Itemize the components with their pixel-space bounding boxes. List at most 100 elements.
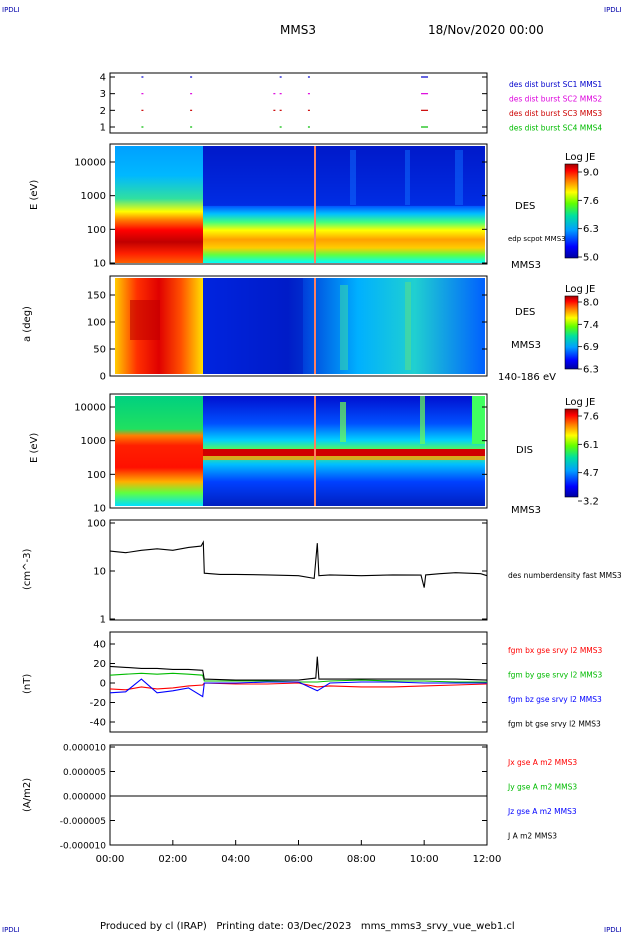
colorbar-tick-label: 6.9 xyxy=(583,342,599,353)
y-tick-label: -0.000010 xyxy=(60,842,106,852)
x-tick-label: 06:00 xyxy=(284,854,313,865)
dis-energy-frame xyxy=(109,393,488,509)
y-tick-label: 0 xyxy=(100,372,106,383)
y-tick-label: 20 xyxy=(93,659,106,670)
footer-credits: Produced by cl (IRAP) Printing date: 03/… xyxy=(100,921,515,932)
current-frame xyxy=(109,744,488,846)
bfield-y-ticks: 40 20 0 -20 -40 xyxy=(90,640,487,729)
current-ylabel: (A/m2) xyxy=(22,778,33,812)
y-tick-label: 100 xyxy=(87,519,106,530)
des-energy-annotation: edp scpot MMS3 xyxy=(508,235,566,243)
des-pitch-y-ticks: 150 100 50 0 xyxy=(87,291,487,383)
burst-legend-entry: des dist burst SC4 MMS4 xyxy=(509,124,602,133)
density-lines xyxy=(109,540,488,588)
des-pitch-frame xyxy=(109,275,488,377)
series-line xyxy=(109,678,487,698)
colorbar-tick-label: 8.0 xyxy=(583,298,599,309)
dis-energy-ylabel: E (eV) xyxy=(29,433,40,463)
series-line xyxy=(109,540,488,588)
des-pitch-colorbar-ticks: 8.0 7.4 6.9 6.3 xyxy=(578,298,599,376)
legend-entry: Jz gse A m2 MMS3 xyxy=(507,807,577,816)
density-ylabel: (cm^-3) xyxy=(22,549,33,590)
y-tick-label: 50 xyxy=(93,345,106,356)
des-energy-colorbar-title: Log JE xyxy=(565,152,595,163)
bfield-ylabel: (nT) xyxy=(22,674,33,694)
burst-y-ticks: 4 3 2 1 xyxy=(100,73,487,134)
y-tick-label: 3 xyxy=(100,89,106,100)
legend-entry: J A m2 MMS3 xyxy=(507,832,557,841)
colorbar-tick-label: 7.6 xyxy=(583,196,599,207)
y-tick-label: 0.000005 xyxy=(63,768,106,778)
time-axis: 00:00 02:00 04:00 06:00 08:00 10:00 12:00 xyxy=(96,840,502,865)
dis-energy-spectrogram xyxy=(110,396,485,506)
density-legend: des numberdensity fast MMS3 xyxy=(508,571,622,580)
colorbar-tick-label: 5.0 xyxy=(583,253,599,264)
des-pitch-colorbar xyxy=(564,295,579,370)
dis-energy-label: DIS xyxy=(516,445,533,456)
y-tick-label: -0.000005 xyxy=(60,817,106,827)
des-energy-spacecraft: MMS3 xyxy=(511,260,541,271)
des-pitch-colorbar-title: Log JE xyxy=(565,284,595,295)
spacecraft-title: MMS3 xyxy=(280,23,316,37)
y-tick-label: 10000 xyxy=(74,403,106,414)
des-energy-spectrogram xyxy=(110,146,485,263)
y-tick-label: 100 xyxy=(87,225,106,236)
y-tick-label: 2 xyxy=(100,106,106,117)
x-tick-label: 08:00 xyxy=(347,854,376,865)
burst-marks xyxy=(141,76,429,128)
legend-entry: Jx gse A m2 MMS3 xyxy=(507,758,577,767)
des-pitch-ylabel: a (deg) xyxy=(22,306,33,342)
des-pitch-spectrogram xyxy=(110,278,485,374)
y-tick-label: 40 xyxy=(93,640,106,651)
dis-energy-colorbar xyxy=(564,408,579,498)
dis-energy-y-ticks: 10000 1000 100 10 xyxy=(74,403,487,515)
y-tick-label: 0.000000 xyxy=(63,793,106,803)
legend-entry: fgm bx gse srvy l2 MMS3 xyxy=(508,646,603,655)
y-tick-label: 100 xyxy=(87,318,106,329)
des-energy-frame xyxy=(109,143,488,265)
y-tick-label: 0.000010 xyxy=(63,744,106,754)
des-pitch-label: DES xyxy=(515,307,535,318)
legend-entry: fgm bz gse srvy l2 MMS3 xyxy=(508,695,602,704)
y-tick-label: 1 xyxy=(100,615,106,626)
corner-label-top-right: IPDLI xyxy=(604,6,622,14)
density-frame xyxy=(109,519,488,621)
des-energy-label: DES xyxy=(515,201,535,212)
colorbar-tick-label: 6.3 xyxy=(583,224,599,235)
burst-legend: des dist burst SC1 MMS1 des dist burst SC… xyxy=(509,80,602,133)
colorbar-tick-label: 7.6 xyxy=(583,412,599,423)
y-tick-label: 0 xyxy=(100,679,106,690)
x-tick-label: 04:00 xyxy=(221,854,250,865)
des-energy-ylabel: E (eV) xyxy=(29,180,40,210)
y-tick-label: 1 xyxy=(100,123,106,134)
y-tick-label: 4 xyxy=(100,73,106,84)
legend-entry: fgm by gse srvy l2 MMS3 xyxy=(508,671,603,680)
bfield-legend: fgm bx gse srvy l2 MMS3 fgm by gse srvy l… xyxy=(508,646,603,729)
des-energy-y-ticks: 10000 1000 100 10 xyxy=(74,158,487,270)
density-y-ticks: 100 10 1 xyxy=(87,519,487,626)
series-line xyxy=(109,682,488,691)
des-energy-colorbar-ticks: 9.0 7.6 6.3 5.0 xyxy=(578,168,599,264)
y-tick-label: 10 xyxy=(93,504,106,515)
x-tick-label: 10:00 xyxy=(410,854,439,865)
burst-panel-frame xyxy=(109,72,488,134)
y-tick-label: 100 xyxy=(87,470,106,481)
y-tick-label: 10 xyxy=(93,259,106,270)
colorbar-tick-label: 6.1 xyxy=(583,440,599,451)
burst-legend-entry: des dist burst SC1 MMS1 xyxy=(509,80,602,89)
des-energy-colorbar xyxy=(564,163,579,259)
burst-legend-entry: des dist burst SC3 MMS3 xyxy=(509,109,602,118)
x-tick-label: 00:00 xyxy=(96,854,125,865)
corner-label-bottom-left: IPDLI xyxy=(2,926,20,934)
burst-legend-entry: des dist burst SC2 MMS2 xyxy=(509,95,602,104)
des-pitch-spacecraft: MMS3 xyxy=(511,340,541,351)
colorbar-tick-label: 4.7 xyxy=(583,468,599,479)
plot-datetime: 18/Nov/2020 00:00 xyxy=(428,23,544,37)
current-y-ticks: 0.000010 0.000005 0.000000 -0.000005 -0.0000… xyxy=(60,744,487,852)
x-tick-label: 02:00 xyxy=(158,854,187,865)
y-tick-label: 10000 xyxy=(74,158,106,169)
colorbar-tick-label: 9.0 xyxy=(583,168,599,179)
x-tick-label: 12:00 xyxy=(473,854,502,865)
colorbar-tick-label: 7.4 xyxy=(583,320,599,331)
